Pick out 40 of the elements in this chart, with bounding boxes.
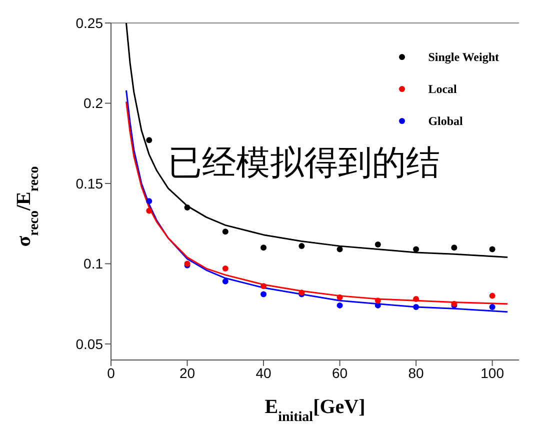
legend-label: Global — [428, 114, 463, 128]
legend-label: Local — [428, 82, 457, 96]
legend-label: Single Weight — [428, 50, 499, 64]
x-tick-label: 40 — [256, 364, 272, 381]
point — [184, 204, 190, 211]
point — [260, 291, 267, 298]
x-tick-label: 100 — [480, 364, 504, 381]
point — [222, 266, 228, 272]
point — [374, 298, 381, 304]
point — [413, 246, 420, 252]
point — [336, 294, 343, 300]
annotation: 已经模拟得到的结 — [168, 142, 440, 185]
point — [451, 244, 458, 251]
line-series — [126, 23, 508, 258]
point — [413, 296, 420, 302]
point — [489, 246, 496, 252]
point — [489, 304, 496, 310]
y-tick-label: 0.25 — [76, 14, 104, 31]
y-tick-label: 0.15 — [76, 175, 104, 192]
x-axis-title: E$_{initial}$[GeV] — [264, 396, 366, 424]
y-tick-label: 0.05 — [76, 336, 104, 352]
point — [336, 302, 343, 308]
point — [222, 228, 228, 235]
point — [489, 292, 496, 299]
point — [413, 304, 420, 310]
point — [374, 241, 381, 248]
x-tick-label: 0 — [107, 364, 116, 381]
point — [222, 278, 228, 284]
point — [260, 244, 267, 251]
y-tick-label: 0.2 — [84, 95, 104, 112]
x-tick-label: 80 — [408, 364, 424, 381]
x-tick-label: 20 — [179, 364, 196, 381]
point — [146, 137, 152, 144]
point — [146, 198, 152, 204]
point — [260, 283, 267, 290]
y-tick-label: 0.1 — [84, 256, 104, 272]
point — [336, 246, 343, 252]
point — [146, 208, 152, 214]
x-tick-label: 60 — [332, 364, 348, 381]
point — [298, 243, 305, 250]
